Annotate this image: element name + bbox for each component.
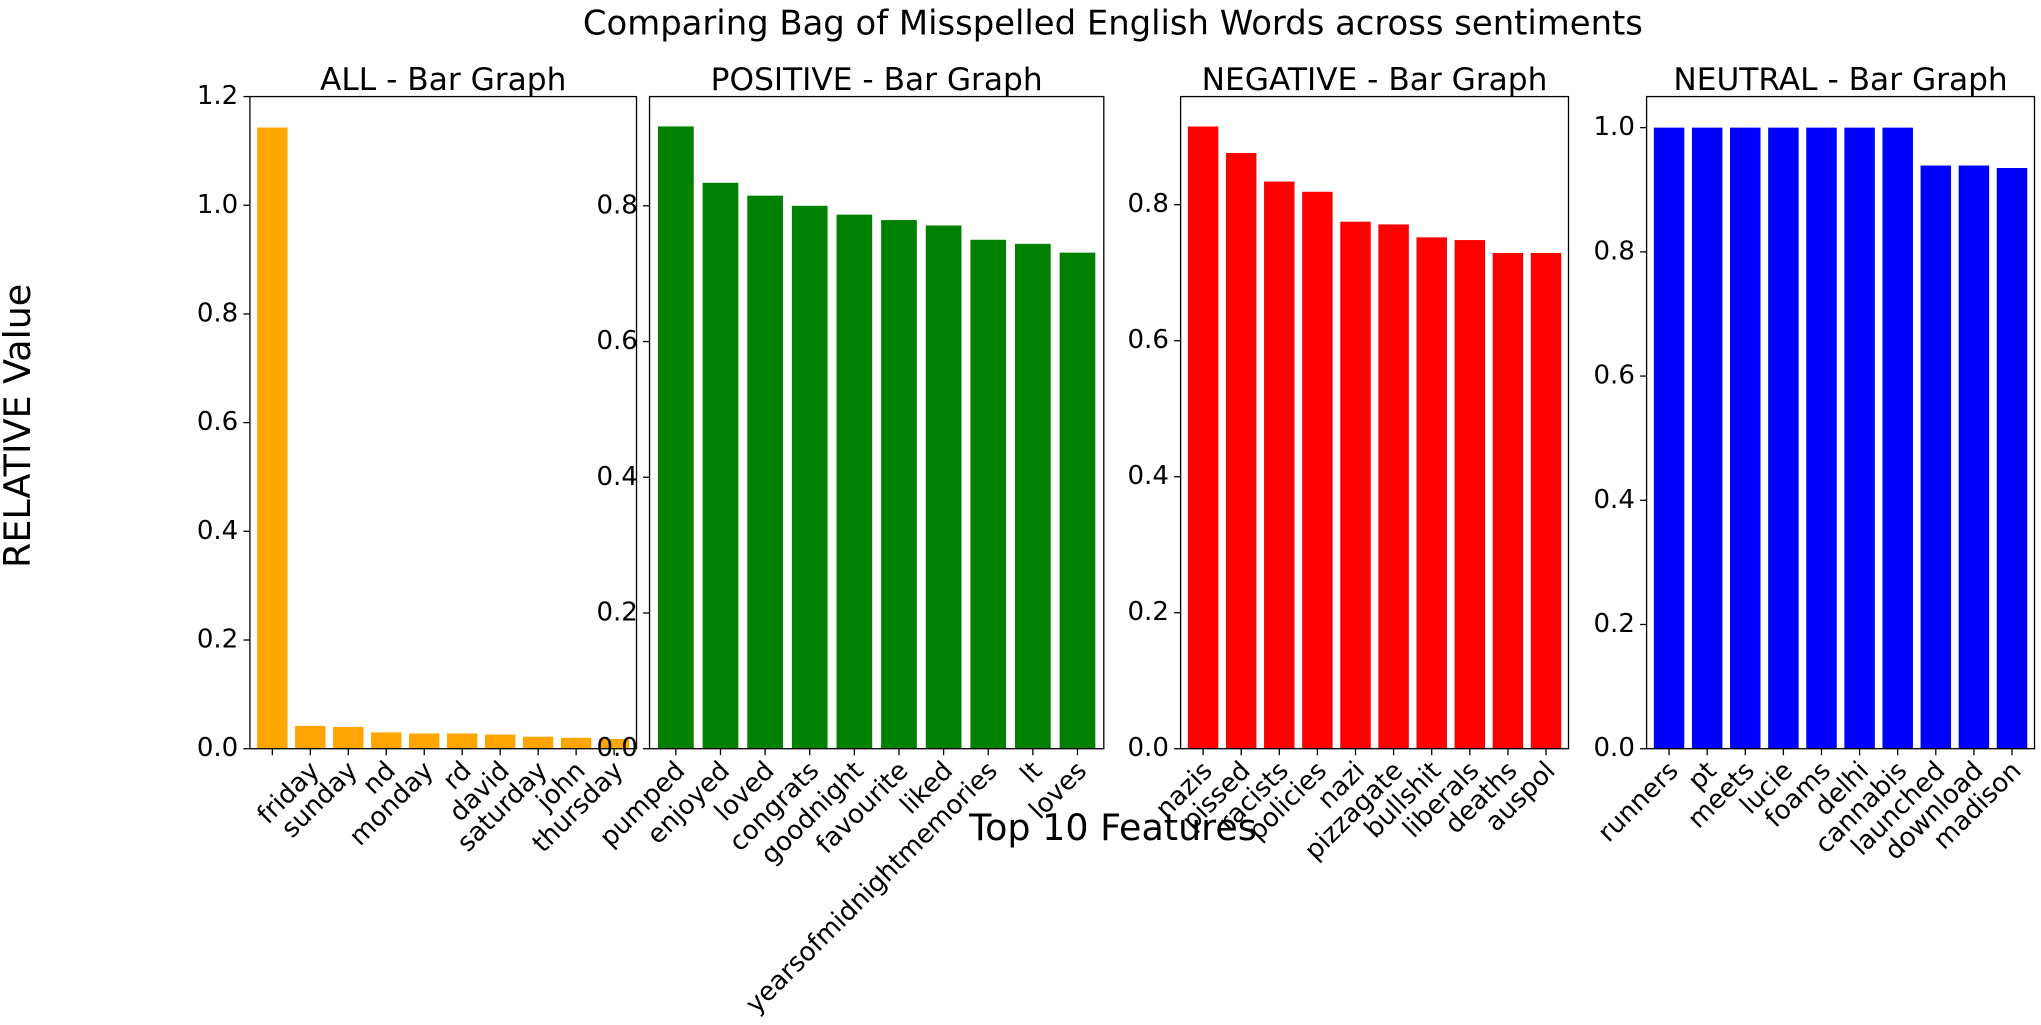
bar	[1059, 252, 1096, 749]
y-tick-label: 0.4	[596, 462, 637, 492]
bar	[1768, 127, 1799, 749]
bar	[371, 732, 402, 749]
subplot-title: NEGATIVE - Bar Graph	[1202, 62, 1548, 98]
bar	[1492, 252, 1524, 749]
bar	[970, 239, 1007, 749]
axes-frame	[648, 95, 1105, 750]
bar	[1958, 165, 1990, 749]
bar	[881, 220, 917, 749]
y-tick-label: 0.0	[1128, 733, 1169, 763]
y-tick-label: 0.2	[596, 597, 637, 627]
bar	[1378, 224, 1409, 749]
y-tick-label: 0.4	[1594, 485, 1635, 515]
bar	[1806, 127, 1837, 749]
bar	[333, 726, 364, 749]
y-tick-label: 0.0	[1594, 733, 1635, 763]
y-tick-label: 0.8	[1128, 189, 1169, 219]
bar	[1015, 243, 1051, 749]
y-tick-label: 0.2	[1128, 597, 1169, 627]
axes-frame	[1179, 95, 1570, 750]
bar	[522, 736, 554, 749]
bar	[484, 734, 516, 749]
bar	[1225, 153, 1257, 749]
y-tick-label: 0.0	[596, 733, 637, 763]
bar	[1416, 237, 1447, 749]
bar	[836, 214, 873, 749]
y-tick-label: 0.8	[197, 298, 238, 328]
subplot-title: NEUTRAL - Bar Graph	[1673, 62, 2007, 98]
y-tick-label: 0.2	[1594, 609, 1635, 639]
y-tick-label: 0.0	[197, 733, 238, 763]
bar	[791, 205, 828, 749]
bar	[1264, 181, 1295, 749]
bar	[702, 182, 739, 749]
bar	[1302, 191, 1333, 749]
bar	[658, 126, 694, 749]
y-tick-label: 0.8	[596, 190, 637, 220]
bar	[1187, 126, 1219, 749]
y-tick-label: 0.8	[1594, 236, 1635, 266]
y-tick-label: 1.2	[197, 81, 238, 111]
bar	[1653, 127, 1685, 749]
bar	[1730, 127, 1761, 749]
bar	[747, 195, 783, 749]
y-tick-label: 1.0	[1594, 112, 1635, 142]
bar	[925, 225, 962, 749]
x-axis-label: Top 10 Features	[968, 806, 1257, 849]
y-axis-label: RELATIVE Value	[0, 284, 39, 568]
bar	[1340, 221, 1371, 749]
bar	[1530, 252, 1562, 749]
y-tick-label: 0.6	[1594, 361, 1635, 391]
bar	[1691, 127, 1723, 749]
figure-title: Comparing Bag of Misspelled English Word…	[583, 3, 1643, 42]
subplot-title: ALL - Bar Graph	[320, 62, 566, 98]
bar	[1454, 240, 1486, 749]
y-tick-label: 0.6	[596, 326, 637, 356]
subplot-title: POSITIVE - Bar Graph	[711, 62, 1043, 98]
bar	[560, 737, 592, 749]
axes-frame	[1645, 95, 2036, 750]
bar	[1996, 167, 2028, 749]
bar	[1844, 127, 1875, 749]
y-tick-label: 0.6	[1128, 325, 1169, 355]
bar	[1920, 165, 1952, 749]
y-tick-label: 1.0	[197, 190, 238, 220]
bar	[295, 725, 326, 749]
axes-frame	[249, 95, 638, 750]
bar	[257, 127, 288, 749]
y-tick-label: 0.2	[197, 625, 238, 655]
y-tick-label: 0.4	[197, 516, 238, 546]
bar	[409, 733, 440, 749]
y-tick-label: 0.6	[197, 407, 238, 437]
bar	[598, 738, 630, 749]
bar	[1882, 127, 1913, 749]
y-tick-label: 0.4	[1128, 461, 1169, 491]
bar	[447, 733, 478, 749]
